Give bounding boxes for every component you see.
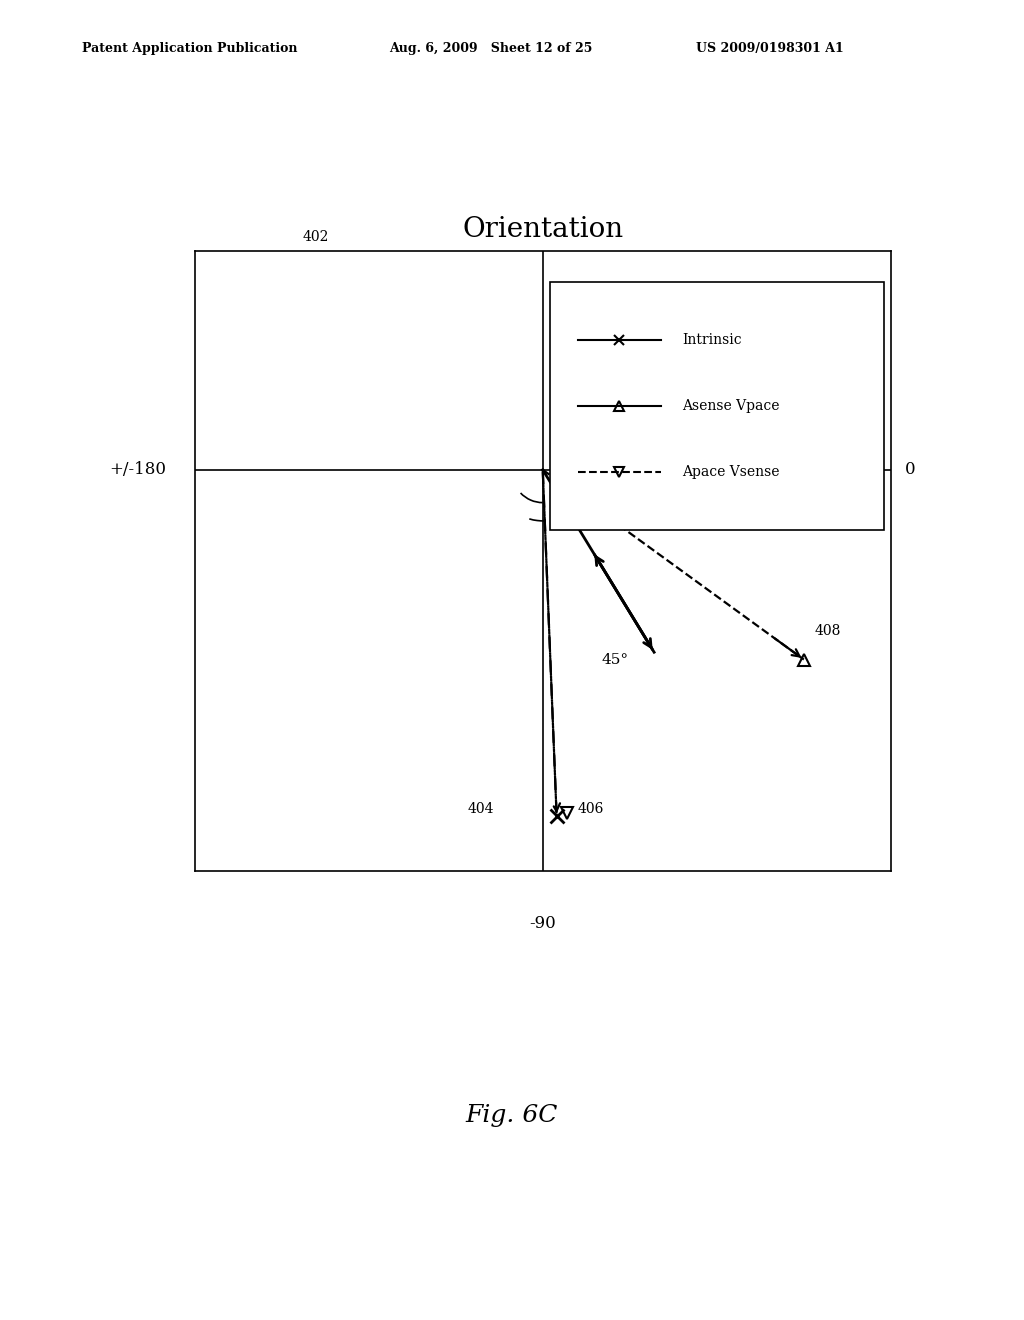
Text: US 2009/0198301 A1: US 2009/0198301 A1 bbox=[696, 42, 844, 55]
Text: Intrinsic: Intrinsic bbox=[682, 333, 741, 347]
Text: -90: -90 bbox=[529, 915, 556, 932]
Text: 0: 0 bbox=[905, 461, 915, 478]
Text: +/-180: +/-180 bbox=[110, 461, 167, 478]
Text: 45°: 45° bbox=[602, 652, 629, 667]
Text: Aug. 6, 2009   Sheet 12 of 25: Aug. 6, 2009 Sheet 12 of 25 bbox=[389, 42, 593, 55]
Text: Patent Application Publication: Patent Application Publication bbox=[82, 42, 297, 55]
Text: 406: 406 bbox=[578, 803, 604, 816]
Text: 408: 408 bbox=[814, 623, 841, 638]
Title: Orientation: Orientation bbox=[462, 216, 624, 243]
Text: Apace Vsense: Apace Vsense bbox=[682, 465, 779, 479]
Text: Fig. 6C: Fig. 6C bbox=[466, 1104, 558, 1127]
Text: 404: 404 bbox=[468, 803, 494, 816]
FancyBboxPatch shape bbox=[550, 281, 884, 529]
Text: Asense Vpace: Asense Vpace bbox=[682, 399, 779, 413]
Text: 402: 402 bbox=[302, 230, 329, 244]
